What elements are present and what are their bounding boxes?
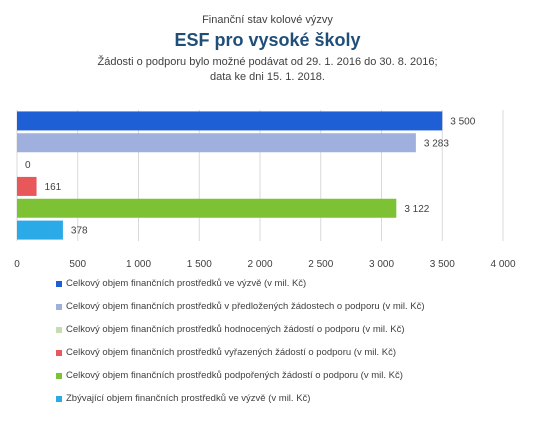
x-tick-label: 4 000 — [490, 259, 515, 270]
x-tick-label: 3 500 — [430, 259, 455, 270]
data-label: 378 — [71, 226, 88, 237]
bar — [17, 111, 443, 131]
bar — [17, 176, 37, 196]
legend-label: Celkový objem finančních prostředků podp… — [66, 370, 403, 381]
data-label: 3 283 — [424, 138, 449, 149]
bar — [17, 133, 416, 153]
legend-swatch — [56, 373, 62, 379]
legend-swatch — [56, 281, 62, 287]
x-tick-label: 500 — [69, 259, 86, 270]
data-label: 161 — [45, 182, 62, 193]
data-label: 0 — [25, 160, 31, 171]
x-tick-label: 1 500 — [187, 259, 212, 270]
data-label: 3 122 — [404, 204, 429, 215]
legend-label: Celkový objem finančních prostředků hodn… — [66, 324, 405, 335]
legend-swatch — [56, 396, 62, 402]
legend-label: Celkový objem finančních prostředků v př… — [66, 301, 425, 312]
legend-swatch — [56, 350, 62, 356]
bar — [17, 198, 397, 218]
x-tick-label: 2 500 — [308, 259, 333, 270]
legend-label: Celkový objem finančních prostředků vyřa… — [66, 347, 397, 358]
legend-label: Celkový objem finančních prostředků ve v… — [66, 278, 307, 289]
chart-subtitle-line-2: data ke dni 15. 1. 2018. — [210, 71, 325, 83]
legend-swatch — [56, 327, 62, 333]
x-tick-label: 0 — [14, 259, 20, 270]
bar — [17, 220, 63, 240]
x-tick-label: 3 000 — [369, 259, 394, 270]
x-tick-label: 1 000 — [126, 259, 151, 270]
chart-subtitle-line-1: Žádosti o podporu bylo možné podávat od … — [97, 56, 438, 68]
x-tick-label: 2 000 — [247, 259, 272, 270]
legend-label: Zbývající objem finančních prostředků ve… — [66, 393, 311, 404]
chart-title: ESF pro vysoké školy — [174, 30, 361, 50]
data-label: 3 500 — [450, 116, 475, 127]
legend-swatch — [56, 304, 62, 310]
chart-supertitle: Finanční stav kolové výzvy — [202, 14, 333, 26]
